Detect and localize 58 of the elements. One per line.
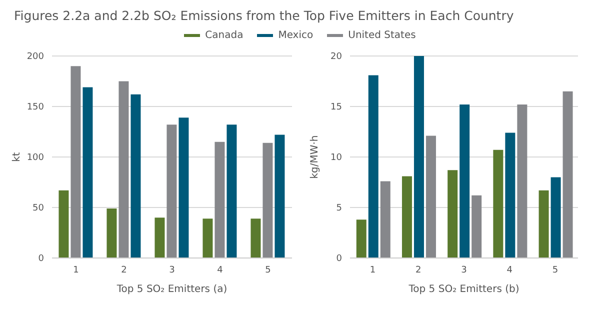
bar (380, 181, 390, 258)
bar (517, 104, 528, 258)
bar (118, 81, 129, 258)
bar (70, 66, 81, 258)
bar (106, 208, 117, 258)
y-tick-label: 0 (38, 254, 44, 264)
bar (262, 142, 273, 258)
x-axis-title: Top 5 SO₂ Emitters (b) (408, 284, 520, 295)
y-tick-label: 20 (330, 52, 342, 62)
y-axis-title: kt (12, 152, 23, 162)
x-tick-label: 3 (169, 265, 175, 276)
bar (250, 218, 261, 258)
x-axis-title: Top 5 SO₂ Emitters (a) (116, 284, 228, 295)
y-tick-label: 200 (26, 52, 44, 62)
bar (82, 87, 93, 258)
x-tick-label: 2 (121, 265, 127, 276)
legend-label: Mexico (277, 30, 314, 41)
bar (550, 177, 561, 258)
bar (58, 190, 69, 258)
bar (402, 176, 412, 258)
bar (505, 132, 516, 258)
bar (202, 218, 213, 258)
bar (214, 142, 225, 258)
x-tick-label: 4 (217, 265, 224, 276)
y-tick-label: 50 (32, 204, 44, 214)
legend-label: Canada (204, 30, 244, 41)
bar (426, 136, 436, 258)
bar (178, 118, 189, 258)
bar (538, 190, 549, 258)
bar (414, 56, 424, 258)
bar (460, 104, 470, 258)
bar (493, 150, 504, 258)
bar (226, 124, 237, 258)
bar (356, 220, 366, 258)
chart-title: Figures 2.2a and 2.2b SO₂ Emissions from the Top Five Emitters in Each Country (14, 8, 514, 23)
y-tick-label: 5 (336, 204, 342, 214)
y-axis-title: kg/MW·h (310, 135, 321, 179)
x-tick-label: 2 (416, 265, 422, 276)
legend-label: United States (347, 30, 416, 41)
x-tick-label: 4 (506, 265, 513, 276)
x-tick-label: 3 (461, 265, 467, 276)
x-tick-label: 5 (552, 265, 558, 276)
x-tick-label: 1 (370, 265, 376, 276)
bar (166, 124, 177, 258)
x-tick-label: 1 (73, 265, 79, 276)
y-tick-label: 0 (336, 254, 342, 264)
y-tick-label: 100 (26, 153, 44, 164)
y-tick-label: 150 (26, 102, 44, 113)
y-tick-label: 10 (330, 153, 342, 164)
bar (274, 134, 285, 258)
bar (154, 218, 165, 258)
bar (562, 91, 573, 258)
bar (368, 75, 378, 258)
y-tick-label: 15 (330, 102, 342, 113)
bar (448, 170, 458, 258)
x-tick-label: 5 (265, 265, 271, 276)
bar (472, 195, 482, 258)
bar (130, 94, 141, 258)
